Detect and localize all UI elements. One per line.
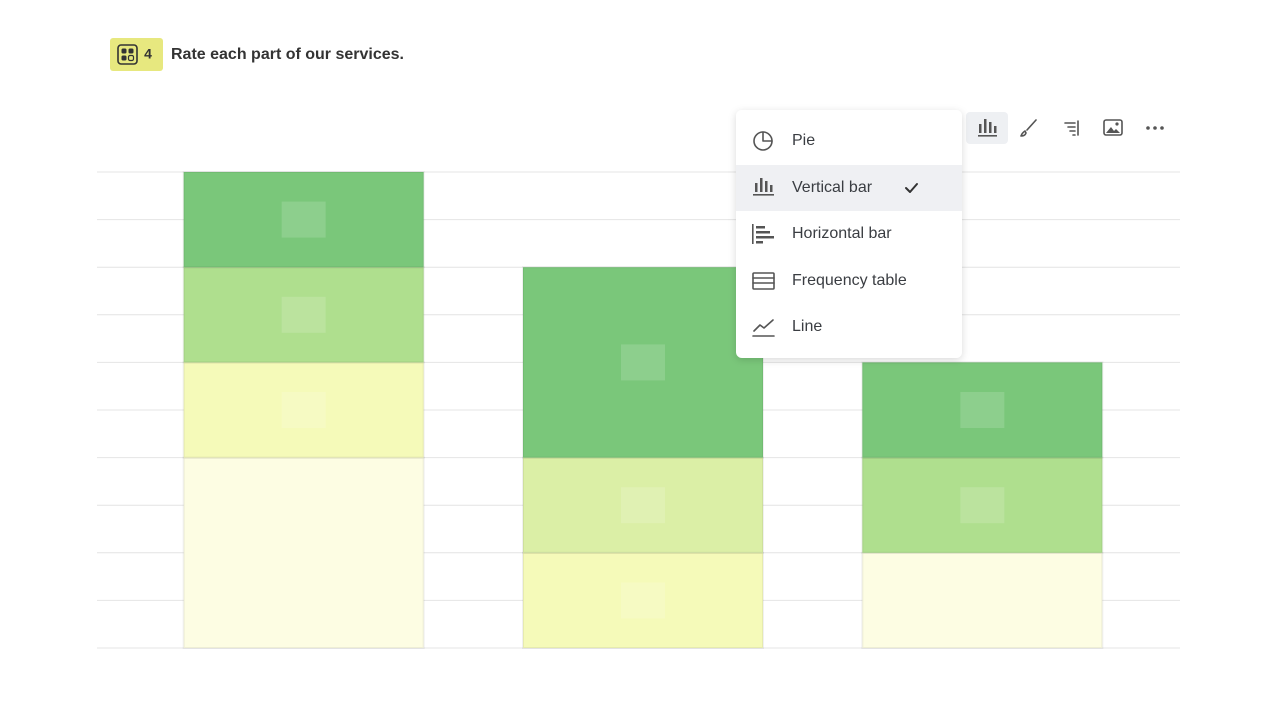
more-button[interactable] bbox=[1146, 126, 1164, 130]
bar-segment bbox=[522, 551, 764, 649]
bar-segment bbox=[522, 266, 764, 459]
question-icon bbox=[117, 44, 138, 65]
question-number: 4 bbox=[144, 46, 152, 62]
menu-item-label: Line bbox=[792, 318, 822, 335]
segment-label-placeholder bbox=[960, 487, 1005, 524]
segment-label-placeholder bbox=[281, 392, 326, 428]
chart-type-menu: Pie Vertical bar Horizontal bar Frequenc… bbox=[736, 110, 962, 358]
toolbar bbox=[966, 112, 1164, 144]
menu-item[interactable]: Horizontal bar bbox=[752, 224, 892, 244]
bar-segment bbox=[861, 551, 1104, 649]
menu-item-highlight bbox=[736, 165, 962, 211]
segment-label-placeholder bbox=[281, 201, 326, 238]
bar-segment bbox=[182, 361, 425, 459]
selected-check bbox=[905, 183, 918, 193]
image-button[interactable] bbox=[1103, 119, 1123, 136]
bar-segment bbox=[522, 456, 764, 554]
question-text: Rate each part of our services. bbox=[171, 46, 404, 63]
sort-button[interactable] bbox=[1064, 120, 1079, 136]
style-button[interactable] bbox=[1020, 119, 1037, 137]
bar-segment bbox=[182, 266, 425, 364]
bar-segment bbox=[182, 171, 425, 269]
menu-item[interactable]: Pie bbox=[753, 131, 815, 151]
chart bbox=[97, 171, 1180, 649]
menu-item-label: Vertical bar bbox=[792, 179, 873, 196]
segment-label-placeholder bbox=[621, 582, 665, 619]
segment-label-placeholder bbox=[621, 344, 665, 381]
menu-item[interactable]: Frequency table bbox=[752, 272, 907, 290]
question-header: 4 Rate each part of our services. bbox=[110, 38, 404, 71]
menu-item[interactable]: Line bbox=[752, 318, 822, 337]
segment-label-placeholder bbox=[281, 296, 326, 333]
chart-type-button[interactable] bbox=[966, 112, 1008, 144]
bar-segment bbox=[861, 361, 1104, 459]
menu-item-label: Horizontal bar bbox=[792, 225, 892, 242]
segment-label-placeholder bbox=[621, 487, 665, 524]
menu-item-label: Pie bbox=[792, 132, 815, 149]
menu-item[interactable]: Vertical bar bbox=[753, 178, 918, 196]
bar-segment bbox=[861, 456, 1104, 554]
segment-label-placeholder bbox=[960, 392, 1005, 428]
bar-segment bbox=[182, 456, 425, 649]
menu-item-label: Frequency table bbox=[792, 272, 907, 289]
